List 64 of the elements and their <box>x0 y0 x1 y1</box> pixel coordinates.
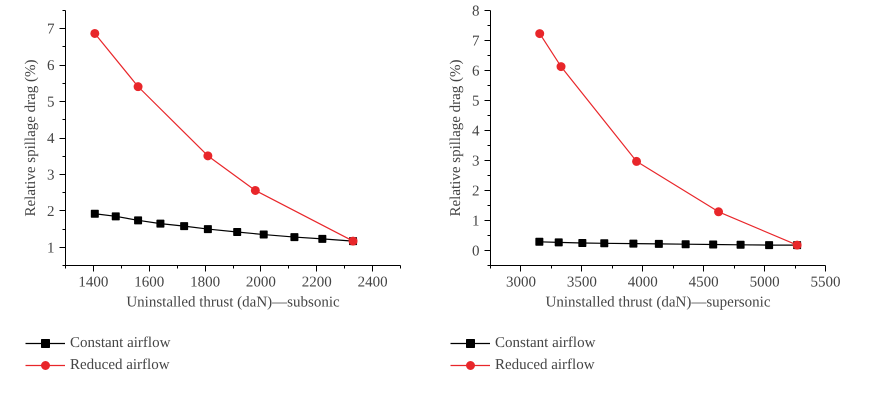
y-tick-label: 5 <box>472 94 480 110</box>
point <box>535 29 544 38</box>
y-tick-label: 6 <box>47 58 55 74</box>
point <box>318 234 326 243</box>
point <box>112 212 120 220</box>
x-tick-label: 5000 <box>750 274 780 290</box>
y-tick-label: 8 <box>472 4 480 20</box>
point <box>714 207 724 216</box>
point <box>233 228 242 236</box>
legend-label: Reduced airflow <box>70 356 170 374</box>
y-tick-label: 7 <box>472 34 480 50</box>
point <box>290 233 298 242</box>
x-tick-label: 1800 <box>190 274 220 290</box>
x-tick-label: 4000 <box>628 274 658 290</box>
point <box>554 238 563 246</box>
point <box>535 238 544 246</box>
point <box>260 230 268 239</box>
point <box>250 186 260 195</box>
point <box>156 220 164 228</box>
point <box>204 225 212 234</box>
y-axis-title: Relative spillage drag (%) <box>448 59 464 217</box>
point <box>134 216 142 224</box>
point <box>600 239 608 248</box>
x-tick-label: 2200 <box>302 274 332 290</box>
point <box>709 240 718 248</box>
x-axis-title: Uninstalled thrust (daN)—subsonic <box>126 294 340 310</box>
point <box>736 240 745 249</box>
y-tick-label: 7 <box>47 22 55 38</box>
x-tick-label: 1400 <box>78 274 108 290</box>
y-tick-label: 3 <box>472 154 480 170</box>
x-tick-label: 4500 <box>688 274 719 290</box>
y-axis-title: Relative spillage drag (%) <box>23 59 39 217</box>
x-tick-label: 2000 <box>246 274 276 290</box>
point <box>682 240 690 248</box>
y-tick-label: 1 <box>472 214 480 230</box>
x-tick-label: 3500 <box>566 274 597 290</box>
point <box>654 240 663 248</box>
legend-label: Reduced airflow <box>495 356 595 374</box>
point <box>629 240 638 248</box>
point <box>90 28 100 38</box>
legend-label: Constant airflow <box>495 334 596 352</box>
y-tick-label: 2 <box>47 204 54 220</box>
x-tick-label: 1600 <box>134 274 164 290</box>
point <box>632 156 642 166</box>
legend-label: Constant airflow <box>70 334 170 352</box>
y-tick-label: 3 <box>47 167 54 184</box>
point <box>765 241 774 250</box>
point <box>578 239 586 247</box>
y-tick-label: 5 <box>47 94 54 111</box>
y-tick-label: 2 <box>472 184 480 200</box>
x-tick-label: 3000 <box>506 274 536 290</box>
x-tick-label: 5500 <box>810 274 840 290</box>
y-tick-label: 4 <box>47 131 55 147</box>
y-tick-label: 0 <box>472 244 480 260</box>
point <box>556 62 566 72</box>
point <box>203 151 212 160</box>
point <box>134 82 143 92</box>
x-axis-title: Uninstalled thrust (daN)—supersonic <box>546 294 771 310</box>
point <box>90 210 99 218</box>
point <box>180 222 188 230</box>
y-tick-label: 4 <box>472 124 480 140</box>
x-tick-label: 2400 <box>358 274 388 290</box>
y-tick-label: 6 <box>472 64 480 80</box>
y-tick-label: 1 <box>47 240 54 256</box>
